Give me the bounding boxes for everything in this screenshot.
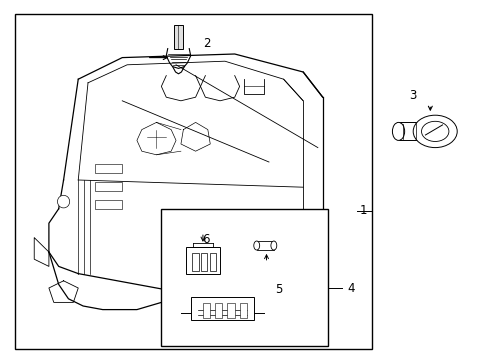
Bar — [239, 303, 246, 318]
Bar — [398, 122, 434, 140]
Bar — [227, 303, 234, 318]
Text: 4: 4 — [346, 282, 354, 294]
Ellipse shape — [270, 241, 276, 250]
Bar — [95, 164, 122, 173]
Text: 1: 1 — [359, 204, 366, 217]
Bar — [161, 209, 327, 346]
Ellipse shape — [391, 122, 404, 140]
Bar — [95, 200, 122, 209]
Bar — [203, 303, 210, 318]
Text: 2: 2 — [203, 37, 210, 50]
Bar — [95, 182, 122, 191]
Bar — [209, 253, 216, 271]
Bar — [185, 247, 220, 274]
Bar — [190, 297, 254, 320]
Ellipse shape — [253, 241, 259, 250]
Ellipse shape — [58, 195, 69, 208]
Bar — [201, 253, 207, 271]
Bar — [15, 14, 371, 349]
Text: 6: 6 — [201, 233, 209, 246]
Circle shape — [412, 115, 456, 148]
Text: 3: 3 — [408, 89, 416, 102]
Circle shape — [421, 121, 448, 141]
Bar — [215, 303, 222, 318]
Bar — [173, 25, 183, 49]
Text: 5: 5 — [274, 283, 282, 296]
Bar — [256, 241, 273, 250]
Bar — [192, 253, 198, 271]
